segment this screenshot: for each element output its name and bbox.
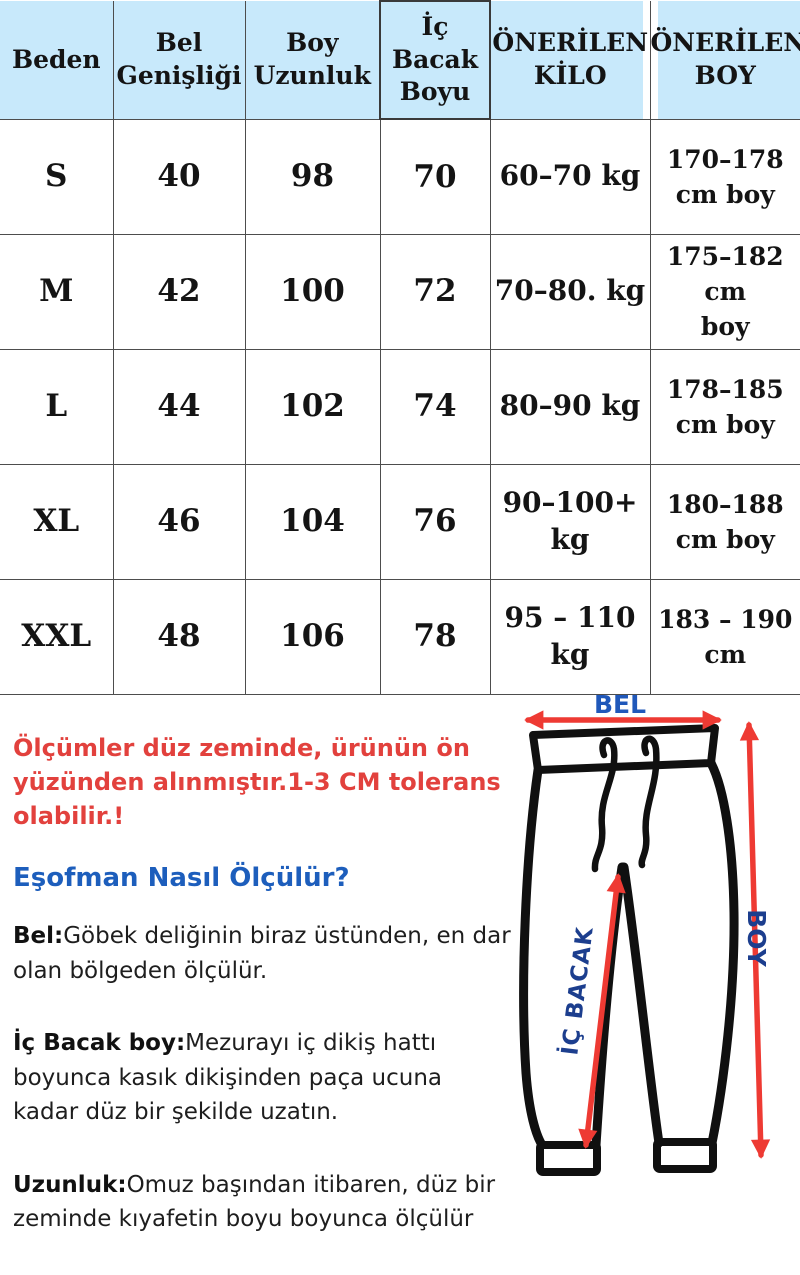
- cell-waist: 44: [112, 348, 246, 465]
- note-ic-bacak: İç Bacak boy:Mezurayı iç dikiş hattı boy…: [13, 1026, 520, 1130]
- note-ic-bacak-label: İç Bacak boy:: [13, 1030, 186, 1057]
- note-ic-bacak-text: Mezurayı iç dikiş hattı boyunca kasık di…: [13, 1030, 443, 1126]
- boy-measure-label: BOY: [742, 909, 771, 967]
- left-cuff: [536, 1141, 601, 1176]
- right-leg-outer: [706, 758, 739, 1148]
- header-row: Beden Bel Genişliği Boy Uzunluk İç Bacak…: [0, 0, 800, 120]
- measurement-arrows: [524, 710, 771, 1159]
- cell-length: 106: [244, 578, 381, 695]
- cell-waist: 48: [112, 578, 246, 695]
- column-header-beden: Beden: [0, 1, 114, 120]
- waistband: [529, 724, 719, 774]
- table-row-xl: XL 46 104 76 90–100+ kg 180–188 cm boy: [0, 463, 800, 580]
- cell-waist: 46: [112, 463, 246, 580]
- cell-waist: 40: [112, 118, 246, 235]
- note-bel: Bel:Göbek deliğinin biraz üstünden, en d…: [13, 919, 520, 988]
- cell-inseam: 78: [379, 578, 491, 695]
- cell-size: M: [0, 233, 114, 350]
- cell-weight: 70–80. kg: [489, 233, 651, 350]
- table-row-s: S 40 98 70 60–70 kg 170–178 cm boy: [0, 118, 800, 235]
- cell-inseam: 76: [379, 463, 491, 580]
- cell-waist: 42: [112, 233, 246, 350]
- table-row-xxl: XXL 48 106 78 95 – 110 kg 183 – 190 cm: [0, 578, 800, 695]
- cell-length: 104: [244, 463, 381, 580]
- cell-height: 170–178 cm boy: [649, 118, 800, 235]
- cell-size: S: [0, 118, 114, 235]
- cell-weight: 90–100+ kg: [489, 463, 651, 580]
- column-header-onerilen-boy: ÖNERİLEN BOY: [649, 1, 800, 120]
- cell-length: 98: [244, 118, 381, 235]
- note-uzunluk: Uzunluk:Omuz başından itibaren, düz bir …: [13, 1168, 520, 1237]
- cell-inseam: 72: [379, 233, 491, 350]
- bel-measure-label: BEL: [594, 693, 646, 719]
- cell-weight: 80–90 kg: [489, 348, 651, 465]
- note-bel-label: Bel:: [13, 923, 64, 950]
- how-to-measure-title: Eşofman Nasıl Ölçülür?: [13, 863, 350, 894]
- cell-size: XL: [0, 463, 114, 580]
- right-leg-inner: [619, 862, 664, 1148]
- cell-length: 102: [244, 348, 381, 465]
- size-chart-table: Beden Bel Genişliği Boy Uzunluk İç Bacak…: [0, 0, 800, 695]
- cell-height: 183 – 190 cm: [649, 578, 800, 695]
- tolerance-note: Ölçümler düz zeminde, ürünün ön yüzünden…: [13, 734, 501, 831]
- cell-size: L: [0, 348, 114, 465]
- note-bel-text: Göbek deliğinin biraz üstünden, en dar o…: [13, 923, 511, 984]
- boy-arrow: [739, 721, 771, 1159]
- cell-weight: 95 – 110 kg: [489, 578, 651, 695]
- drawstring-left: [591, 737, 618, 873]
- left-leg-outer: [519, 765, 547, 1150]
- cell-height: 178–185 cm boy: [649, 348, 800, 465]
- cell-length: 100: [244, 233, 381, 350]
- ic-bacak-measure-label: İÇ BACAK: [555, 925, 599, 1057]
- size-chart-header: Beden Bel Genişliği Boy Uzunluk İç Bacak…: [0, 0, 800, 120]
- right-cuff: [653, 1138, 717, 1173]
- column-header-bel-genisligi: Bel Genişliği: [112, 1, 246, 120]
- cell-height: 180–188 cm boy: [649, 463, 800, 580]
- cell-weight: 60–70 kg: [489, 118, 651, 235]
- drawstring-right: [638, 735, 660, 869]
- column-header-boy-uzunluk: Boy Uzunluk: [244, 1, 381, 120]
- ic-bacak-arrow: [578, 873, 626, 1149]
- measurement-notes: Ölçümler düz zeminde, ürünün ön yüzünden…: [13, 731, 520, 1275]
- table-row-l: L 44 102 74 80–90 kg 178–185 cm boy: [0, 348, 800, 465]
- note-uzunluk-label: Uzunluk:: [13, 1171, 127, 1198]
- column-header-ic-bacak-boyu: İç Bacak Boyu: [379, 0, 491, 120]
- cell-height: 175–182 cm boy: [649, 233, 800, 350]
- column-header-onerilen-kilo: ÖNERİLEN KİLO: [489, 1, 651, 120]
- cell-size: XXL: [0, 578, 114, 695]
- pants-outline-drawing: [519, 724, 739, 1176]
- cell-inseam: 74: [379, 348, 491, 465]
- sweatpants-measure-diagram: BEL BOY İÇ BACAK: [519, 693, 771, 1176]
- table-row-m: M 42 100 72 70–80. kg 175–182 cm boy: [0, 233, 800, 350]
- cell-inseam: 70: [379, 118, 491, 235]
